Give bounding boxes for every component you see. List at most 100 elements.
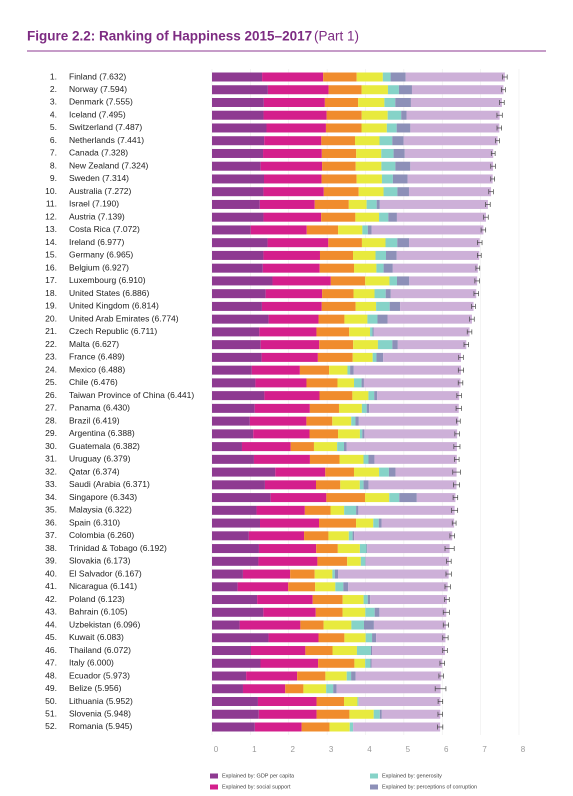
rank-label: 48. — [45, 670, 57, 680]
bar-segment — [338, 569, 449, 579]
chart-subtitle: (Part 1) — [314, 29, 359, 44]
bar-segment — [312, 595, 343, 605]
bar-segment — [212, 442, 242, 452]
category-label: Thailand (6.072) — [69, 645, 131, 655]
category-label: Luxembourg (6.910) — [69, 275, 146, 285]
legend-swatch — [370, 773, 378, 779]
bar-segment — [321, 148, 357, 158]
category-label: United Arab Emirates (6.774) — [69, 313, 179, 323]
bar-segment — [374, 289, 386, 299]
bar-segment — [365, 633, 373, 643]
rank-label: 28. — [45, 415, 57, 425]
category-label: Switzerland (7.487) — [69, 122, 142, 132]
bar-segment — [381, 161, 396, 171]
bar-segment — [263, 607, 316, 617]
bar-segment — [379, 607, 447, 617]
bar-segment — [361, 378, 364, 388]
bar-segment — [212, 633, 269, 643]
error-bar — [477, 240, 483, 246]
bar-segment — [379, 199, 488, 209]
bar-segment — [353, 722, 441, 732]
category-label: Slovenia (5.948) — [69, 709, 131, 719]
rank-label: 1. — [50, 71, 57, 81]
bar-segment — [212, 85, 268, 95]
bar-segment — [262, 72, 324, 82]
bar-segment — [379, 136, 393, 146]
error-bar — [446, 558, 452, 564]
bar-segment — [319, 391, 353, 401]
bar-segment — [318, 658, 355, 668]
bar-segment — [397, 340, 467, 350]
bar-segment — [397, 238, 410, 248]
category-label: El Salvador (6.167) — [69, 568, 142, 578]
category-label: Saudi (Arabia (6.371) — [69, 479, 150, 489]
bar-segment — [400, 301, 474, 311]
error-bar — [444, 546, 455, 552]
bar-segment — [212, 658, 261, 668]
bar-segment — [264, 480, 316, 490]
category-label: Chile (6.476) — [69, 377, 118, 387]
legend-label: Explained by: social support — [222, 784, 291, 790]
rank-label: 17. — [45, 275, 57, 285]
rank-label: 35. — [45, 505, 57, 515]
bar-segment — [350, 365, 354, 375]
category-label: Ecuador (5.973) — [69, 670, 130, 680]
bar-segment — [368, 480, 457, 490]
bar-segment — [212, 314, 269, 324]
bar-segment — [290, 442, 314, 452]
bar-segment — [379, 467, 389, 477]
bar-segment — [396, 123, 411, 133]
bar-segment — [377, 391, 460, 401]
bar-segment — [416, 493, 456, 503]
bar-segment — [330, 276, 366, 286]
error-bar — [475, 265, 481, 271]
bar-segment — [212, 454, 254, 464]
bar-segment — [355, 212, 380, 222]
category-label: Norway (7.594) — [69, 84, 127, 94]
bar-segment — [392, 174, 408, 184]
bar-segment — [355, 671, 442, 681]
bar-segment — [372, 327, 374, 337]
bar-segment — [370, 327, 373, 337]
category-label: United States (6.886) — [69, 288, 149, 298]
bar-segment — [314, 199, 349, 209]
bar-segment — [363, 378, 461, 388]
rank-label: 31. — [45, 454, 57, 464]
bar-segment — [395, 161, 411, 171]
category-label: Panama (6.430) — [69, 403, 130, 413]
rank-label: 2. — [50, 84, 57, 94]
error-bar — [456, 418, 461, 424]
bar-segment — [212, 531, 249, 541]
bar-segment — [212, 225, 251, 235]
bar-segment — [396, 276, 410, 286]
bar-segment — [339, 454, 364, 464]
error-bar — [457, 380, 464, 386]
bar-segment — [355, 416, 359, 426]
bar-segment — [321, 301, 356, 311]
rank-label: 12. — [45, 211, 57, 221]
bar-segment — [305, 646, 333, 656]
bar-segment — [355, 301, 377, 311]
bar-segment — [373, 620, 446, 630]
bar-segment — [363, 620, 374, 630]
category-label: Italy (6.000) — [69, 658, 114, 668]
error-bar — [499, 99, 505, 105]
bar-segment — [212, 582, 238, 592]
rank-label: 18. — [45, 288, 57, 298]
bar-segment — [212, 391, 265, 401]
bar-segment — [366, 403, 370, 413]
bar-segment — [263, 187, 324, 197]
category-label: Finland (7.632) — [69, 71, 126, 81]
category-label: Lithuania (5.952) — [69, 696, 133, 706]
bar-segment — [410, 97, 502, 107]
bar-segment — [239, 620, 301, 630]
bar-segment — [212, 352, 262, 362]
bar-segment — [347, 556, 361, 566]
category-label: Belgium (6.927) — [69, 262, 129, 272]
bar-segment — [322, 289, 354, 299]
rank-label: 24. — [45, 364, 57, 374]
bar-segment — [268, 633, 319, 643]
rank-label: 49. — [45, 683, 57, 693]
bar-segment — [212, 607, 264, 617]
